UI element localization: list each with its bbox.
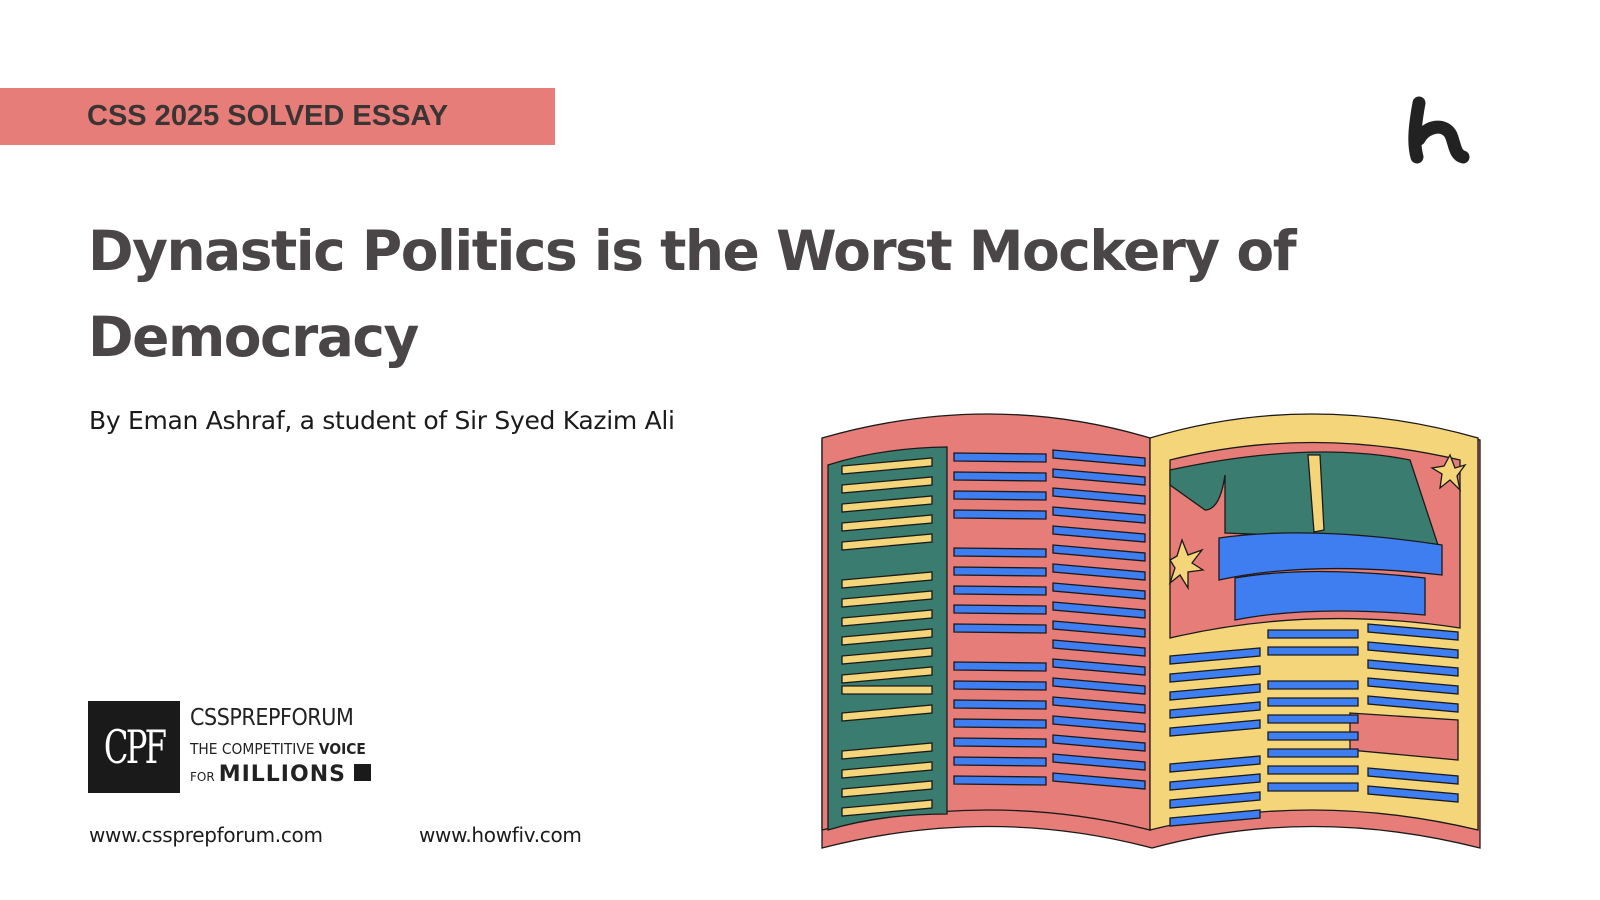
text-line (1052, 734, 1146, 752)
text-line (1052, 582, 1146, 600)
square-icon (353, 764, 371, 781)
text-line (1367, 695, 1459, 713)
starburst-icon (1430, 453, 1467, 493)
text-line (1267, 748, 1359, 758)
text-line (841, 571, 933, 589)
text-line (841, 761, 933, 779)
text-line (1367, 677, 1459, 695)
text-line (841, 609, 933, 627)
text-line (953, 737, 1047, 748)
text-line (953, 699, 1047, 710)
text-line (1052, 753, 1146, 771)
essay-tag-label: CSS 2025 SOLVED ESSAY (87, 100, 449, 132)
text-line (953, 756, 1047, 767)
text-line (1267, 765, 1359, 775)
text-line (841, 704, 933, 722)
text-line (1267, 714, 1359, 724)
text-line (1267, 697, 1359, 707)
text-line (1052, 449, 1146, 467)
text-line (953, 452, 1047, 463)
cpf-millions: FOR MILLIONS (190, 762, 371, 787)
text-line (1169, 809, 1261, 827)
text-line (1169, 701, 1261, 719)
link-howfiv[interactable]: www.howfiv.com (419, 823, 582, 847)
text-line (1267, 646, 1359, 656)
text-line (953, 490, 1047, 501)
text-line (1052, 677, 1146, 695)
text-line (841, 780, 933, 798)
text-line (1052, 639, 1146, 657)
text-line (841, 647, 933, 665)
text-line (953, 566, 1047, 577)
text-line (953, 585, 1047, 596)
text-line (1367, 641, 1459, 659)
howfiv-logo-icon (1408, 96, 1470, 164)
text-line (1267, 782, 1359, 792)
text-line (1052, 620, 1146, 638)
podium-top (1218, 532, 1443, 581)
byline: By Eman Ashraf, a student of Sir Syed Ka… (89, 406, 675, 435)
text-line (841, 685, 933, 695)
text-line (1052, 715, 1146, 733)
text-line (953, 680, 1047, 691)
text-line (841, 590, 933, 608)
text-line (841, 628, 933, 646)
text-line (1052, 696, 1146, 714)
text-line (841, 533, 933, 551)
cpf-tagline: THE COMPETITIVE VOICE (190, 740, 366, 758)
text-line (1052, 658, 1146, 676)
text-line (841, 514, 933, 532)
text-line (1052, 487, 1146, 505)
text-line (841, 457, 933, 475)
podium-base (1234, 570, 1426, 621)
tie (1307, 454, 1325, 533)
magazine-illustration (821, 413, 1481, 849)
cpf-logo: CPF (88, 701, 180, 793)
text-line (1169, 755, 1261, 773)
text-line (953, 661, 1047, 672)
text-line (841, 742, 933, 760)
cpf-name: CSSPREPFORUM (190, 705, 354, 731)
text-line (1367, 767, 1459, 785)
text-line (1169, 665, 1261, 683)
text-line (841, 495, 933, 513)
text-line (953, 547, 1047, 558)
text-line (1052, 468, 1146, 486)
text-line (1267, 731, 1359, 741)
text-line (1169, 683, 1261, 701)
text-line (953, 509, 1047, 520)
text-line (1052, 563, 1146, 581)
text-line (1169, 773, 1261, 791)
text-line (1169, 647, 1261, 665)
text-line (1267, 680, 1359, 690)
text-line (1367, 623, 1459, 641)
text-line (953, 775, 1047, 786)
link-cssprepforum[interactable]: www.cssprepforum.com (89, 823, 323, 847)
text-line (1169, 719, 1261, 737)
text-line (1052, 525, 1146, 543)
essay-tag-banner: CSS 2025 SOLVED ESSAY (0, 88, 555, 145)
text-line (1367, 785, 1459, 803)
text-line (953, 718, 1047, 729)
text-line (1169, 791, 1261, 809)
starburst-icon (1168, 538, 1205, 591)
page-title: Dynastic Politics is the Worst Mockery o… (88, 219, 1297, 369)
politician-suit (1169, 451, 1439, 546)
text-line (1052, 772, 1146, 790)
text-line (841, 666, 933, 684)
text-line (1267, 629, 1359, 639)
text-line (1052, 601, 1146, 619)
text-line (1052, 544, 1146, 562)
text-line (841, 476, 933, 494)
text-line (953, 623, 1047, 634)
text-line (953, 604, 1047, 615)
text-line (953, 471, 1047, 482)
text-line (841, 799, 933, 817)
text-line (1052, 506, 1146, 524)
text-line (1367, 659, 1459, 677)
